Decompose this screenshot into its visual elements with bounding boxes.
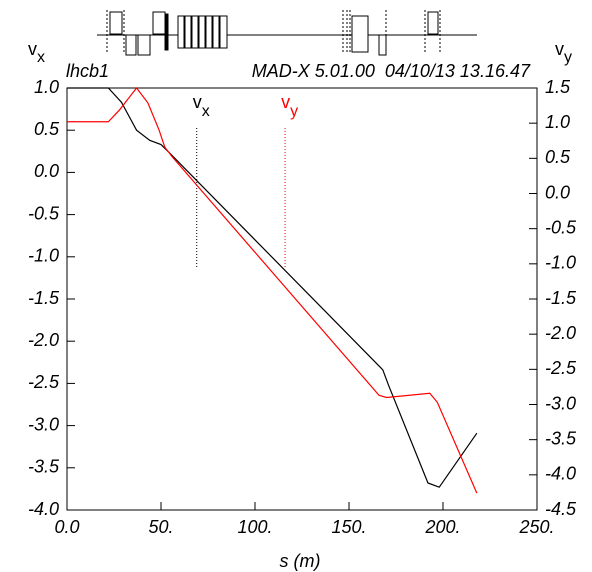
annotation-sub: x <box>202 103 210 120</box>
x-tick-label: 250. <box>518 517 554 537</box>
y-axis-label-sub: x <box>37 49 45 66</box>
annotation-main: v <box>281 92 290 112</box>
x-tick-label: 150. <box>331 517 366 537</box>
y2-tick-label: 1.5 <box>545 77 571 97</box>
y2-tick-label: -4.0 <box>545 464 576 484</box>
y2-tick-label: -2.0 <box>545 323 576 343</box>
y-tick-label: -2.0 <box>28 330 59 350</box>
plot-frame <box>66 87 538 511</box>
y-tick-label: -2.5 <box>28 372 60 392</box>
annotation-main: v <box>193 92 202 112</box>
y-tick-label: 0.0 <box>34 161 59 181</box>
y2-axis-label: vy <box>555 39 572 66</box>
y-tick-label: -4.0 <box>28 499 59 519</box>
lattice-layout <box>97 10 477 56</box>
y2-tick-label: -4.5 <box>545 499 577 519</box>
y-tick-label: -3.5 <box>28 457 60 477</box>
y2-tick-label: -0.5 <box>545 217 577 237</box>
x-tick-label: 50. <box>148 517 173 537</box>
y-tick-label: -1.0 <box>28 246 59 266</box>
y2-tick-label: 0.5 <box>545 147 571 167</box>
y2-tick-label: -1.0 <box>545 253 576 273</box>
annotation-sub: y <box>290 103 298 120</box>
x-tick-label: 200. <box>424 517 460 537</box>
y2-axis-label-sub: y <box>564 49 572 66</box>
y2-axis-label-main: v <box>555 39 564 59</box>
y-tick-label: 1.0 <box>34 77 59 97</box>
y2-tick-label: -3.5 <box>545 428 577 448</box>
y-tick-label: -3.0 <box>28 414 59 434</box>
y2-tick-label: -1.5 <box>545 288 577 308</box>
y-tick-label: 0.5 <box>34 119 60 139</box>
x-axis-label: s (m) <box>280 551 321 571</box>
y-tick-label: -0.5 <box>28 203 60 223</box>
x-tick-label: 100. <box>237 517 272 537</box>
y2-tick-label: -2.5 <box>545 358 577 378</box>
y-axis-label: vx <box>28 39 45 66</box>
y2-tick-label: -3.0 <box>545 393 576 413</box>
y-tick-label: -1.5 <box>28 288 60 308</box>
x-tick-label: 0.0 <box>54 517 79 537</box>
y2-tick-label: 0.0 <box>545 182 570 202</box>
y-axis-label-main: v <box>28 39 37 59</box>
header-right: MAD-X 5.01.00 04/10/13 13.16.47 <box>252 61 531 81</box>
annotation: vx <box>193 92 210 120</box>
header-left: lhcb1 <box>66 61 109 81</box>
y2-tick-label: 1.0 <box>545 112 570 132</box>
annotation: vy <box>281 92 298 120</box>
series-line <box>67 87 478 494</box>
series-line <box>67 87 478 488</box>
